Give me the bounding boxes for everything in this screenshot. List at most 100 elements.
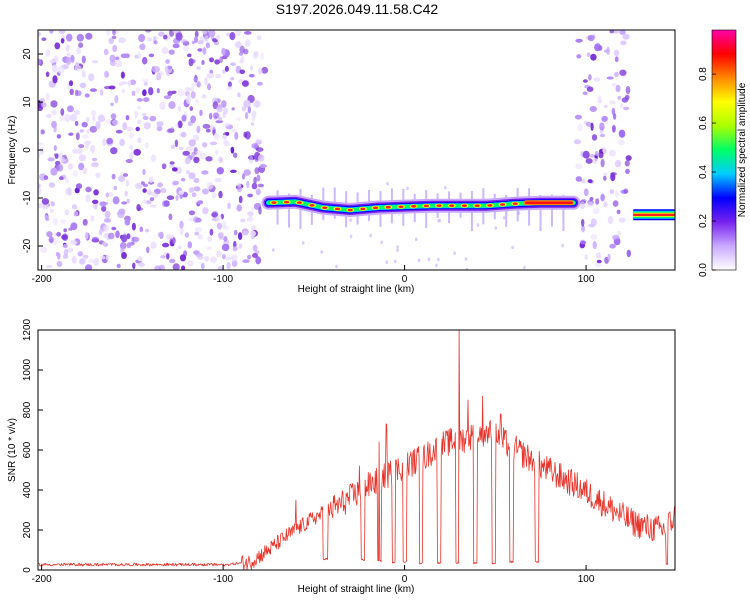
noise-speck	[197, 48, 203, 52]
noise-speck	[64, 209, 70, 216]
noise-speck	[64, 113, 71, 123]
noise-speck	[46, 231, 53, 238]
noise-speck	[234, 131, 239, 140]
noise-speck	[625, 168, 630, 174]
noise-speck	[193, 77, 198, 83]
noise-speck	[129, 152, 134, 160]
noise-speck	[581, 218, 585, 227]
noise-speck	[105, 254, 110, 261]
noise-speck	[88, 73, 95, 82]
noise-speck	[38, 58, 41, 66]
noise-speck	[224, 140, 230, 147]
noise-speck	[196, 125, 201, 134]
noise-speck	[211, 192, 217, 199]
snr-y-axis: 0 200 400 600 800 1000 1200	[22, 318, 43, 573]
track-peak	[284, 200, 290, 204]
colorbar-ticks: 0.0 0.2 0.4 0.6 0.8	[698, 67, 716, 277]
noise-speck	[153, 40, 158, 45]
noise-speck	[157, 231, 164, 238]
noise-speck	[191, 192, 197, 197]
track-peak	[449, 204, 455, 207]
snr-x-tick-label: 100	[578, 574, 595, 585]
noise-speck	[105, 192, 110, 198]
noise-speck	[222, 107, 229, 115]
noise-speck	[49, 30, 54, 34]
noise-speck	[145, 228, 149, 233]
noise-speck	[91, 162, 99, 168]
noise-speck	[590, 53, 597, 61]
noise-speck	[590, 234, 598, 240]
noise-speck	[588, 223, 596, 228]
noise-speck	[167, 128, 175, 134]
noise-speck	[585, 121, 592, 127]
noise-speck	[43, 175, 49, 180]
noise-speck	[173, 30, 178, 34]
noise-speck	[106, 119, 112, 125]
noise-speck	[171, 167, 178, 172]
noise-speck	[201, 60, 205, 65]
noise-speck	[610, 172, 616, 182]
noise-speck	[48, 182, 56, 188]
noise-speck	[217, 265, 224, 270]
noise-speck	[45, 92, 50, 101]
noise-speck	[38, 183, 41, 189]
noise-speck	[251, 114, 256, 122]
noise-speck	[216, 167, 224, 175]
noise-speck	[142, 199, 147, 204]
noise-speck	[210, 256, 217, 264]
noise-speck	[135, 87, 141, 94]
noise-speck	[137, 262, 145, 267]
noise-speck	[217, 232, 224, 239]
noise-speck	[561, 243, 564, 248]
noise-speck	[70, 54, 75, 63]
noise-speck	[202, 123, 211, 129]
noise-speck	[172, 180, 179, 186]
noise-speck	[40, 102, 47, 108]
noise-speck	[111, 173, 116, 180]
noise-speck	[169, 238, 174, 247]
noise-speck	[99, 228, 103, 235]
noise-speck	[244, 112, 249, 120]
noise-speck	[585, 158, 593, 164]
noise-speck	[175, 194, 179, 201]
noise-speck	[209, 57, 214, 63]
colorbar-tick-label: 0.4	[698, 165, 709, 179]
noise-speck	[101, 205, 107, 212]
noise-speck	[258, 154, 265, 162]
noise-speck	[464, 257, 468, 261]
noise-speck	[122, 122, 128, 131]
noise-speck	[70, 240, 78, 246]
noise-speck	[74, 65, 82, 72]
noise-speck	[247, 105, 251, 114]
noise-speck	[523, 265, 526, 270]
noise-speck	[66, 52, 71, 57]
noise-speck	[601, 115, 608, 122]
noise-speck	[192, 134, 200, 142]
noise-speck	[427, 257, 431, 262]
noise-speck	[136, 204, 141, 212]
noise-speck	[219, 56, 223, 64]
noise-speck	[93, 257, 100, 266]
noise-speck	[148, 176, 154, 183]
noise-speck	[202, 47, 207, 55]
noise-speck	[215, 120, 224, 124]
noise-speck	[213, 112, 220, 119]
noise-speck	[175, 32, 183, 41]
noise-speck	[54, 153, 59, 157]
noise-speck	[146, 189, 152, 196]
noise-speck	[226, 86, 233, 91]
noise-speck	[255, 188, 261, 196]
snr-y-tick-label: 600	[22, 441, 33, 458]
noise-speck	[112, 196, 120, 205]
noise-speck	[453, 251, 456, 255]
noise-speck	[181, 265, 186, 270]
noise-speck	[255, 256, 262, 265]
snr-x-label: Height of straight line (km)	[298, 584, 415, 595]
noise-speck	[187, 241, 193, 249]
noise-speck	[159, 101, 166, 110]
snr-y-tick-label: 1200	[22, 318, 33, 341]
snr-y-tick-label: 0	[22, 567, 33, 573]
noise-speck	[85, 186, 92, 193]
noise-speck	[114, 95, 119, 104]
track-peak	[436, 204, 442, 207]
